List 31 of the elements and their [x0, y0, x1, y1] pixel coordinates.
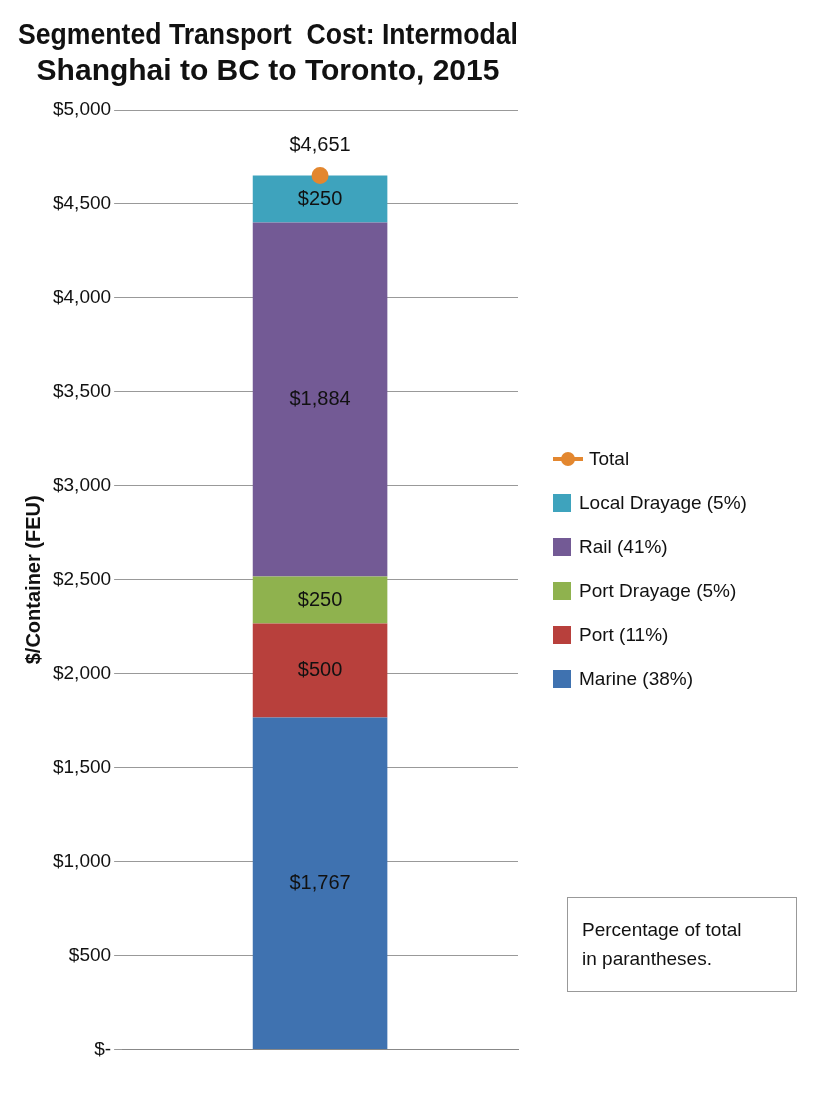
- bar: [252, 222, 388, 577]
- legend-label: Port Drayage (5%): [579, 580, 737, 602]
- data-label: $500: [297, 658, 343, 681]
- y-tick-label: $4,000: [52, 286, 112, 308]
- y-tick-label: $500: [68, 943, 112, 965]
- bar: [252, 576, 388, 624]
- bar: [252, 717, 388, 1050]
- legend-label: Total: [589, 448, 630, 470]
- legend-label: Rail (41%): [579, 536, 668, 558]
- bar: [252, 623, 388, 718]
- data-label: $1,884: [289, 387, 351, 410]
- y-axis-title: $/Container (FEU): [21, 495, 44, 665]
- text: Percentage of total in parantheses.: [568, 898, 796, 991]
- y-tick-label: $1,000: [52, 849, 112, 871]
- y-tick-label: $4,500: [52, 192, 112, 214]
- data-label: $1,767: [289, 870, 351, 893]
- y-tick-label: $2,500: [52, 568, 112, 590]
- data-label: $250: [297, 587, 343, 610]
- legend-label: Port (11%): [579, 624, 669, 646]
- y-tick-label: $5,000: [52, 98, 112, 120]
- data-label: $250: [297, 186, 343, 209]
- y-tick-label: $2,000: [52, 661, 112, 683]
- legend-label: Local Drayage (5%): [579, 492, 747, 514]
- data-label: $4,651: [289, 133, 351, 156]
- y-tick-label: $3,500: [52, 380, 112, 402]
- chart-title: Segmented Transport Cost: Intermodal Shanghai to BC to Toronto, 2015: [18, 16, 518, 87]
- bar: [252, 175, 388, 223]
- y-tick-label: $-: [94, 1037, 112, 1059]
- y-tick-label: $1,500: [52, 755, 112, 777]
- y-tick-label: $3,000: [52, 474, 112, 496]
- legend-label: Marine (38%): [579, 668, 694, 690]
